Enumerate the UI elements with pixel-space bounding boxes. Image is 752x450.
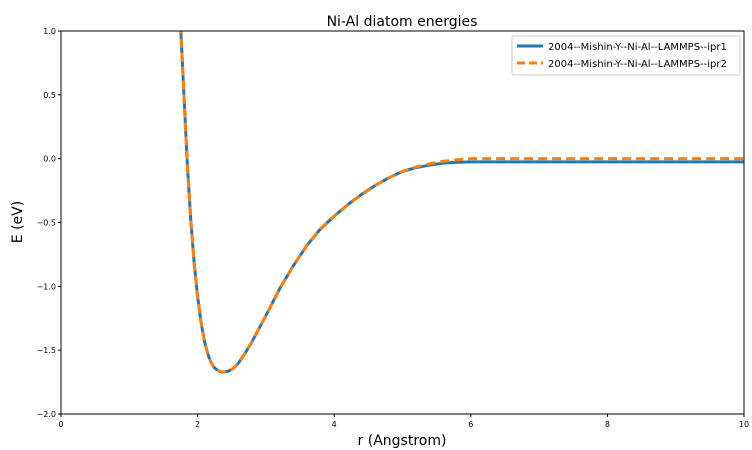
- y-tick-label: −2.0: [37, 410, 56, 419]
- series-layer: [179, 31, 744, 374]
- x-axis-label: r (Angstrom): [358, 433, 447, 449]
- x-tick-label: 8: [605, 420, 610, 429]
- x-axis: 0 2 4 6 8 10: [58, 414, 749, 429]
- x-tick-label: 2: [195, 420, 200, 429]
- y-tick-label: −1.5: [37, 346, 56, 355]
- x-tick-label: 10: [739, 420, 749, 429]
- y-axis: 1.0 0.5 0.0 −0.5 −1.0 −1.5 −2.0: [37, 27, 61, 419]
- y-axis-label: E (eV): [10, 201, 26, 243]
- series-line-2: [179, 31, 744, 374]
- chart-title: Ni-Al diatom energies: [327, 14, 478, 30]
- x-tick-label: 0: [58, 420, 63, 429]
- legend-label-ipr2: 2004--Mishin-Y--Ni-Al--LAMMPS--ipr2: [548, 59, 727, 70]
- plot-frame: [60, 30, 745, 415]
- y-tick-label: −1.0: [37, 282, 56, 291]
- x-tick-label: 4: [332, 420, 337, 429]
- legend-box: [511, 35, 741, 76]
- y-tick-label: 1.0: [43, 27, 56, 36]
- y-tick-label: 0.5: [43, 91, 56, 100]
- y-tick-label: 0.0: [43, 155, 56, 164]
- y-tick-label: −0.5: [37, 219, 56, 228]
- legend-label-ipr1: 2004--Mishin-Y--Ni-Al--LAMMPS--ipr1: [548, 42, 727, 53]
- x-tick-label: 6: [468, 420, 473, 429]
- legend: 2004--Mishin-Y--Ni-Al--LAMMPS--ipr1 2004…: [511, 35, 741, 76]
